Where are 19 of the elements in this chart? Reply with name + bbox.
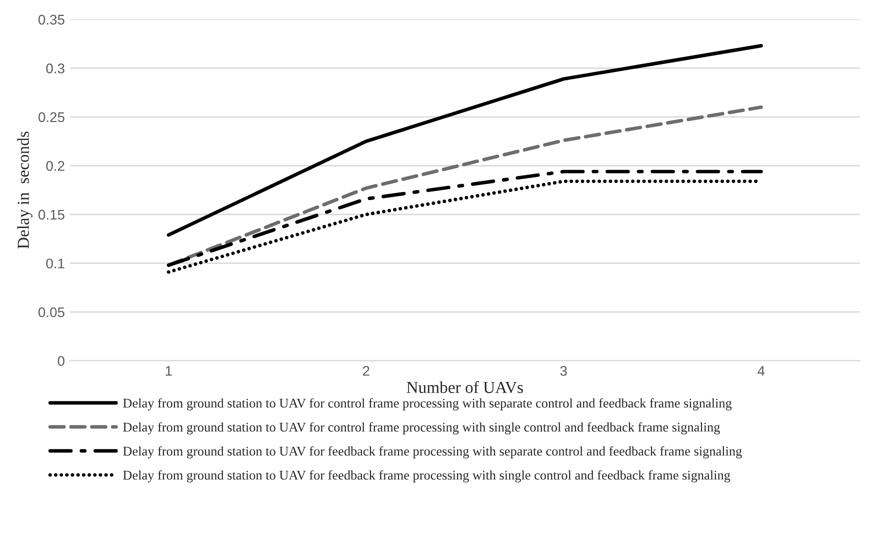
x-tick-label: 1 [166,366,172,376]
legend-label: Delay from ground station to UAV for control frame processing with single control and feedback frame signaling [123,422,720,434]
y-axis-title: Delay in seconds [17,132,32,249]
legend-label: Delay from ground station to UAV for control frame processing with separate control and feedback frame signaling [123,398,732,410]
legend-label: Delay from ground station to UAV for feedback frame processing with single control and feedback frame signaling [123,470,730,482]
x-tick-label: 3 [560,366,567,376]
y-tick-label: 0.15 [38,210,64,220]
y-tick-label: 0.1 [46,258,64,268]
y-tick-label: 0 [58,356,64,366]
y-tick-label: 0.25 [38,112,64,122]
y-tick-label: 0.35 [38,14,64,25]
y-tick-label: 0.05 [38,307,64,318]
x-tick-label: 4 [758,366,765,376]
line-series [166,44,763,237]
y-tick-label: 0.2 [46,161,64,171]
x-tick-label: 2 [362,366,370,376]
y-tick-label: 0.3 [46,64,64,74]
legend-label: Delay from ground station to UAV for feedback frame processing with separate control and feedback frame signaling [123,446,742,458]
x-axis-title: Number of UAVs [406,381,523,394]
